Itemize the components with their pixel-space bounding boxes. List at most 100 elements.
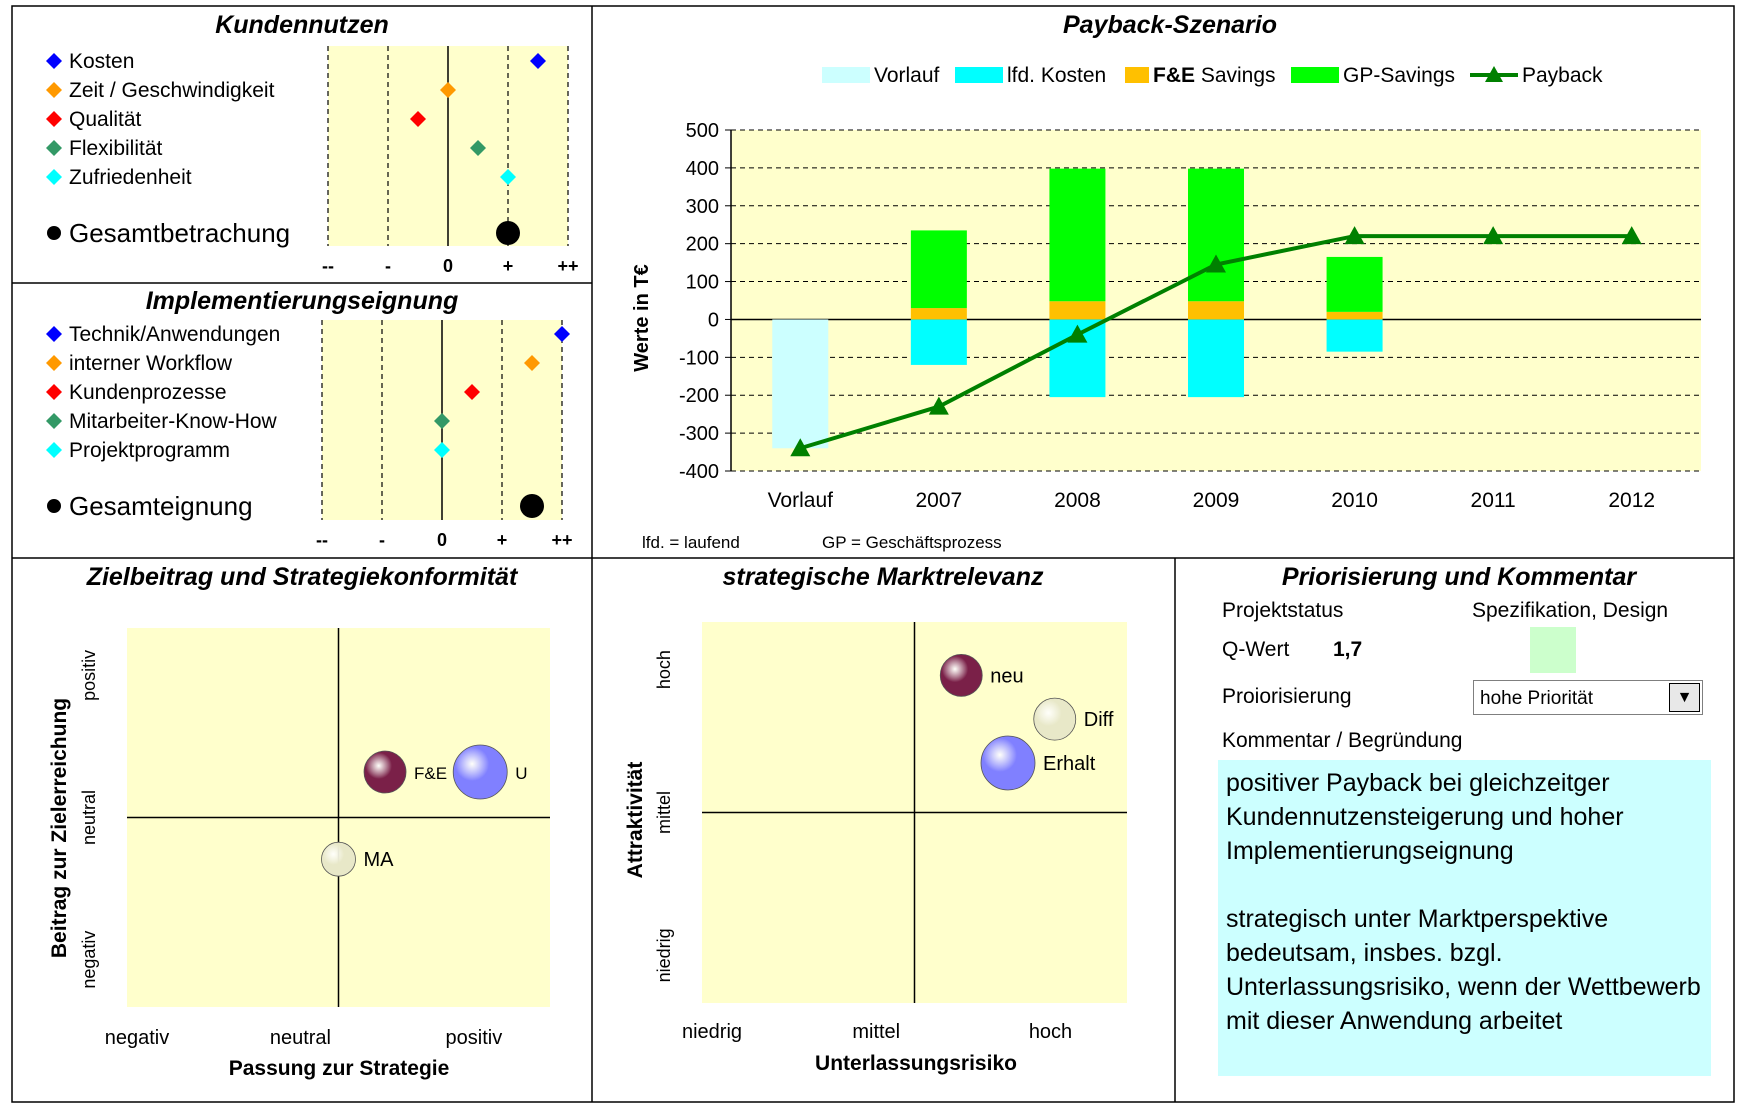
payback-ylabel: Werte in T€: [631, 264, 653, 371]
dropdown-arrow-icon[interactable]: ▼: [1669, 683, 1700, 712]
panel-grid: [11, 5, 1735, 1103]
legend-label: Technik/Anwendungen: [69, 323, 280, 346]
legend-label: Zufriedenheit: [69, 166, 192, 189]
x-tick-label: mittel: [852, 1021, 900, 1043]
bubble: [363, 750, 407, 794]
total-point: [520, 494, 544, 518]
bubble: [452, 744, 508, 800]
kundennutzen-title: Kundennutzen: [215, 11, 389, 39]
y-tick-label: negativ: [79, 931, 99, 989]
bar-segment: [1188, 301, 1244, 320]
bubble-label: neu: [990, 665, 1023, 687]
y-tick-label: 400: [686, 158, 719, 180]
payback-plot: 500 400 300 200 100 0 -100 -200 -300 -400 Vorlauf 2…: [679, 120, 1701, 512]
x-tick-label: 2012: [1608, 489, 1655, 512]
legend-label: lfd. Kosten: [1007, 64, 1106, 87]
legend-label: Kundenprozesse: [69, 381, 227, 404]
legend-label: Kosten: [69, 50, 134, 73]
scale-tick-label: --: [316, 530, 328, 550]
x-tick-label: hoch: [1029, 1021, 1072, 1043]
legend-label: Mitarbeiter-Know-How: [69, 410, 278, 433]
zielbeitrag-ylabel: Beitrag zur Zielerreichung: [48, 698, 71, 958]
payback-marker: [1483, 226, 1504, 245]
scale-tick-label: +: [503, 256, 514, 276]
bar-segment: [1049, 168, 1106, 302]
x-tick-label: 2009: [1193, 489, 1240, 512]
priorisierung-title: Priorisierung und Kommentar: [1282, 563, 1637, 591]
legend-diamond-icon: [46, 442, 62, 458]
y-tick-label: neutral: [79, 790, 99, 845]
markt-ylabel: Attraktivität: [624, 762, 647, 879]
x-tick-label: Vorlauf: [768, 489, 834, 512]
y-tick-label: -400: [679, 461, 719, 483]
scale-tick-label: 0: [443, 256, 453, 276]
priorisierung-panel: Priorisierung und Kommentar Projektstatu…: [1222, 563, 1668, 752]
legend-diamond-icon: [46, 355, 62, 371]
legend-label: interner Workflow: [69, 352, 233, 375]
bar-segment: [910, 308, 967, 320]
zielbeitrag-plot: negativ neutral positiv negativ neutral posit…: [79, 628, 550, 1049]
bar-segment: [1188, 319, 1244, 398]
legend-swatch: [1125, 67, 1149, 83]
scale-tick-label: +: [497, 530, 508, 550]
payback-marker: [928, 396, 949, 415]
payback-marker: [1344, 226, 1365, 245]
bubble: [1033, 697, 1077, 741]
prioritaet-select[interactable]: hohe Priorität ▼: [1473, 680, 1703, 715]
legend-dot-icon: [47, 499, 61, 513]
scale-tick-label: ++: [557, 256, 578, 276]
legend-swatch: [1291, 67, 1339, 83]
bar-segment: [1326, 319, 1383, 352]
data-point-diamond: [500, 169, 516, 185]
scale-tick-label: --: [322, 256, 334, 276]
legend-swatch: [955, 67, 1003, 83]
data-point-diamond: [440, 82, 456, 98]
kommentar-label: Kommentar / Begründung: [1222, 729, 1462, 752]
x-tick-label: 2011: [1471, 489, 1516, 512]
scale-tick-label: -: [385, 256, 391, 276]
markt-plot: niedrig mittel hoch niedrig mittel hoch neu Dif…: [654, 622, 1127, 1043]
x-tick-label: 2007: [915, 489, 962, 512]
data-point-diamond: [434, 413, 450, 429]
payback-legend: Vorlauf lfd. Kosten F&E Savings GP-Savings P…: [822, 64, 1603, 87]
bubble-label: MA: [364, 849, 395, 871]
data-point-diamond: [434, 442, 450, 458]
payback-panel: Payback-Szenario Vorlauf lfd. Kosten F&E S…: [631, 11, 1701, 552]
legend-label: Flexibilität: [69, 137, 163, 160]
zielbeitrag-xlabel: Passung zur Strategie: [229, 1057, 450, 1080]
legend-diamond-icon: [46, 140, 62, 156]
payback-marker: [1067, 324, 1088, 343]
bubble-label: Erhalt: [1043, 753, 1096, 775]
legend-label: GP-Savings: [1343, 64, 1455, 87]
qwert-value: 1,7: [1333, 638, 1362, 661]
data-point-diamond: [554, 326, 570, 342]
kommentar-paragraph-1: positiver Payback bei gleichzeitger Kund…: [1226, 769, 1624, 865]
x-tick-label: niedrig: [682, 1021, 742, 1043]
legend-diamond-icon: [46, 82, 62, 98]
projektstatus-value: Spezifikation, Design: [1472, 599, 1668, 622]
legend-label: Projektprogramm: [69, 439, 230, 462]
projektstatus-label: Projektstatus: [1222, 599, 1343, 622]
implementierung-title: Implementierungseignung: [146, 287, 459, 315]
y-tick-label: -100: [679, 347, 719, 369]
y-tick-label: niedrig: [654, 928, 674, 982]
implementierung-panel: Implementierungseignung -- -0 + ++Technik/A…: [46, 287, 573, 550]
zielbeitrag-title: Zielbeitrag und Strategiekonformität: [86, 563, 519, 591]
kommentar-paragraph-2: strategisch unter Marktperspektive bedeu…: [1226, 905, 1701, 1035]
y-tick-label: 500: [686, 120, 719, 142]
qwert-label: Q-Wert: [1222, 638, 1289, 661]
scale-tick-label: ++: [551, 530, 572, 550]
status-color-swatch: [1530, 627, 1576, 673]
bubble-label: Diff: [1084, 709, 1114, 731]
bar-segment: [910, 230, 967, 309]
footnote-gp: GP = Geschäftsprozess: [822, 533, 1002, 552]
bar-segment: [1049, 301, 1106, 320]
legend-label: Vorlauf: [874, 64, 940, 87]
bar-segment: [1326, 311, 1383, 320]
y-tick-label: mittel: [654, 791, 674, 834]
legend-diamond-icon: [46, 326, 62, 342]
data-point-diamond: [524, 355, 540, 371]
kommentar-box[interactable]: positiver Payback bei gleichzeitger Kund…: [1218, 760, 1711, 1076]
bubble: [321, 841, 356, 877]
